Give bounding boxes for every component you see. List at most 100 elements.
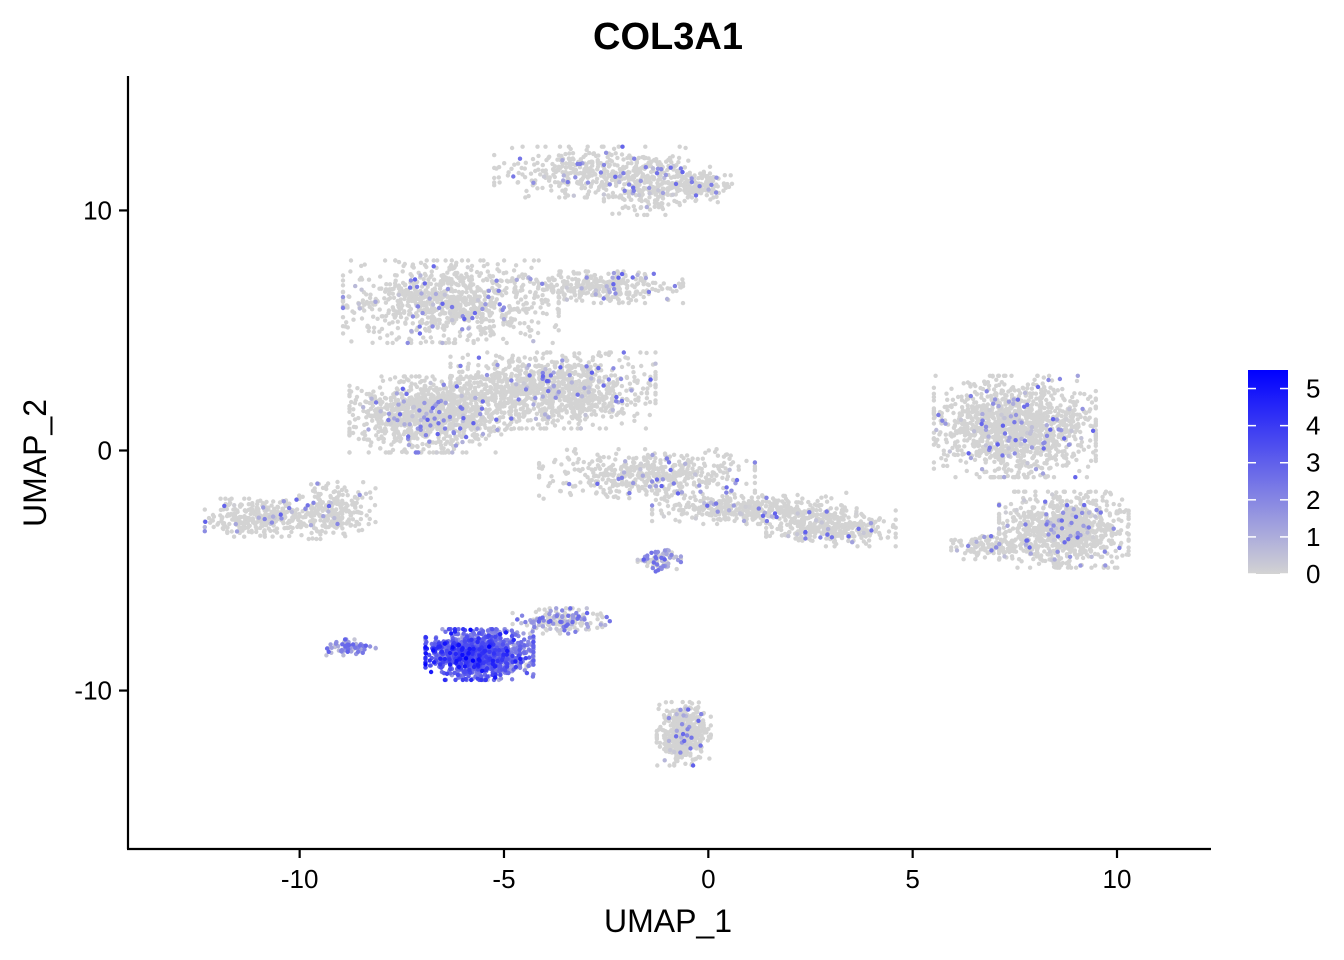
data-point: [593, 412, 598, 417]
data-point: [486, 433, 492, 438]
data-point: [649, 518, 655, 524]
data-point: [377, 397, 383, 402]
data-point: [479, 312, 484, 318]
data-point: [677, 519, 682, 524]
data-point: [781, 504, 787, 509]
data-point: [418, 260, 424, 265]
scatter-points: [202, 144, 1131, 768]
data-point: [653, 375, 658, 380]
data-point: [570, 409, 575, 415]
data-point: [643, 155, 648, 161]
data-point: [736, 464, 741, 469]
data-point: [566, 275, 571, 280]
data-point: [597, 293, 603, 298]
data-point: [377, 329, 382, 334]
data-point: [560, 279, 566, 284]
data-point: [570, 277, 575, 282]
data-point: [448, 373, 453, 379]
data-point: [768, 506, 773, 511]
data-point: [627, 170, 632, 175]
data-point: [715, 464, 720, 469]
data-point: [468, 283, 474, 288]
data-point: [437, 387, 443, 392]
data-point: [464, 450, 469, 455]
data-point: [548, 183, 553, 189]
data-point: [515, 161, 521, 166]
data-point: [348, 269, 353, 274]
data-point: [528, 171, 534, 176]
data-point: [409, 374, 414, 379]
data-point: [667, 155, 673, 161]
data-point: [624, 164, 629, 170]
data-point: [535, 294, 540, 299]
data-point: [401, 310, 407, 315]
data-point: [552, 164, 558, 169]
data-point: [469, 276, 474, 281]
data-point: [667, 483, 672, 488]
data-point: [471, 338, 476, 344]
data-point: [392, 375, 398, 380]
data-point: [408, 306, 414, 312]
data-point: [653, 350, 658, 355]
data-point: [448, 364, 453, 370]
data-point: [660, 181, 665, 186]
data-point: [591, 151, 596, 157]
data-point: [518, 288, 523, 293]
data-point: [371, 283, 376, 289]
data-point: [560, 285, 565, 291]
data-point: [474, 269, 480, 275]
data-point: [677, 144, 682, 149]
data-point: [700, 182, 706, 187]
data-point: [642, 300, 648, 306]
data-point: [359, 388, 364, 394]
data-point: [387, 450, 392, 455]
data-point: [597, 455, 602, 460]
data-point: [501, 336, 506, 342]
data-point: [596, 474, 601, 479]
data-point: [606, 384, 611, 389]
data-point: [681, 456, 686, 461]
data-point: [378, 274, 383, 279]
data-point: [624, 290, 629, 295]
data-point: [649, 507, 655, 513]
data-point: [422, 378, 427, 383]
data-point: [530, 156, 536, 162]
data-point: [815, 498, 820, 504]
data-point: [580, 176, 585, 181]
data-point: [756, 495, 761, 500]
data-point: [566, 457, 572, 462]
data-point: [621, 280, 626, 285]
data-point: [684, 470, 689, 475]
data-point: [563, 187, 568, 192]
data-point: [382, 431, 388, 436]
data-point: [602, 167, 607, 173]
data-point: [702, 461, 707, 466]
data-point: [394, 386, 400, 391]
data-point: [421, 277, 426, 282]
data-point: [674, 288, 679, 294]
data-point: [640, 192, 645, 197]
data-point: [616, 211, 622, 216]
data-point: [494, 382, 499, 387]
data-point: [349, 399, 354, 405]
data-point: [586, 189, 592, 194]
data-point: [453, 288, 458, 294]
data-point: [580, 466, 585, 472]
data-point: [483, 325, 488, 331]
data-point: [614, 412, 619, 418]
data-point: [481, 278, 486, 283]
data-point: [475, 319, 480, 324]
data-point: [569, 414, 574, 419]
data-point: [659, 194, 664, 199]
data-point: [499, 396, 504, 401]
data-point: [701, 521, 706, 527]
data-point: [368, 292, 373, 297]
data-point: [601, 462, 606, 468]
data-point: [629, 197, 634, 202]
data-point: [527, 377, 532, 382]
data-point: [530, 426, 535, 431]
data-point: [593, 190, 598, 195]
data-point: [769, 501, 774, 507]
data-point: [653, 280, 658, 286]
data-point: [553, 457, 558, 463]
